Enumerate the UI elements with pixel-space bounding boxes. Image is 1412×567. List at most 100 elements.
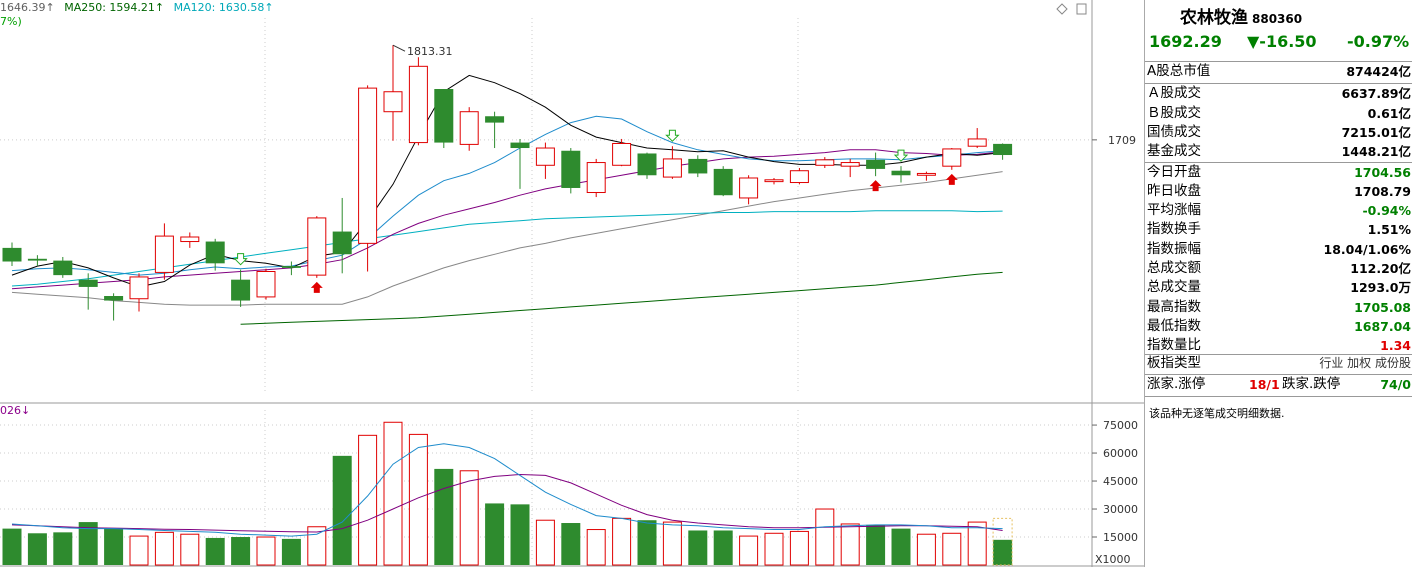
candle-body <box>53 260 73 276</box>
candle-body <box>383 91 403 113</box>
stat-value: 1.51% <box>1367 222 1411 238</box>
stat-row: 昨日收盘 1708.79 <box>1145 182 1412 201</box>
stat-value: 1293.0万 <box>1350 280 1411 296</box>
up-arrow-icon <box>945 173 958 185</box>
price-tick-label: 1709 <box>1108 134 1136 147</box>
sub-indicator-label: 7%) <box>0 15 22 28</box>
candle-body <box>662 158 682 178</box>
board-type-row: 板指类型 行业 加权 成份股 <box>1145 354 1412 373</box>
stat-row: 平均涨幅 -0.94% <box>1145 201 1412 220</box>
stat-value: 1.34 <box>1380 338 1411 354</box>
kline-svg[interactable]: 1709 75000 60000 45000 30000 15000 X1000 1813.3… <box>0 0 1144 567</box>
down-arrow-icon <box>665 129 680 142</box>
volume-bar <box>815 508 835 566</box>
stat-value: 0.61亿 <box>1367 105 1411 121</box>
volume-bar <box>53 532 73 565</box>
up-label: 涨家.涨停 <box>1147 376 1206 392</box>
stat-value: 1705.08 <box>1354 299 1411 315</box>
stat-value: 7215.01亿 <box>1341 124 1411 140</box>
volume-tick-label: 45000 <box>1103 475 1138 488</box>
quote-panel: 农林牧渔 880360 1692.29 ▼-16.50 -0.97% A股总市值 8… <box>1144 0 1412 567</box>
volume-bar <box>739 535 759 566</box>
divider <box>1145 83 1412 84</box>
candle-body <box>891 170 911 176</box>
candle-body <box>459 111 479 145</box>
stat-row: 今日开盘 1704.56 <box>1145 163 1412 182</box>
volume-bar <box>866 524 886 565</box>
stat-row: 最低指数 1687.04 <box>1145 317 1412 336</box>
stat-row: 基金成交 1448.21亿 <box>1145 142 1412 161</box>
volume-projection <box>992 517 1013 566</box>
stat-label: Ａ股成交 <box>1147 85 1201 102</box>
board-type-value[interactable]: 行业 加权 成份股 <box>1319 356 1411 370</box>
ma250-line <box>240 271 1003 325</box>
candle-body <box>408 65 428 144</box>
divider <box>1145 162 1412 163</box>
volume-bar <box>434 468 454 565</box>
divider <box>1145 396 1412 397</box>
candle-body <box>358 87 378 244</box>
stat-row: 指数振幅 18.04/1.06% <box>1145 240 1412 259</box>
stat-value: 6637.89亿 <box>1341 86 1411 102</box>
volume-bar <box>408 433 428 566</box>
volume-bar <box>27 533 47 565</box>
candle-body <box>586 162 606 194</box>
volume-bar <box>231 537 251 565</box>
candle-body <box>612 142 632 166</box>
candle-body <box>993 143 1013 156</box>
volume-bar <box>78 522 98 565</box>
ma-short-line <box>11 74 1003 288</box>
candle-body <box>485 116 505 123</box>
stat-label: 总成交量 <box>1147 279 1201 296</box>
stat-value: 874424亿 <box>1346 64 1411 79</box>
candle-body <box>815 159 835 166</box>
kline-chart[interactable]: 1709 75000 60000 45000 30000 15000 X1000 1813.3… <box>0 0 1144 567</box>
volume-indicator-label: 026↓ <box>0 404 31 417</box>
stat-value: 1704.56 <box>1354 164 1411 180</box>
down-arrow-icon <box>233 253 248 266</box>
volume-bar <box>612 517 632 566</box>
down-arrow-icon <box>893 149 909 162</box>
stat-label: 最低指数 <box>1147 317 1201 334</box>
volume-bar <box>510 504 530 565</box>
volume-bar <box>637 520 657 565</box>
candle-body <box>332 231 352 255</box>
volume-bar <box>205 537 225 565</box>
up-arrow-icon <box>310 281 323 293</box>
price-change: ▼-16.50 <box>1247 32 1317 51</box>
candle-body <box>688 158 708 174</box>
stat-label: 平均涨幅 <box>1147 202 1201 219</box>
candle-body <box>434 89 454 143</box>
stat-label: 国债成交 <box>1147 123 1201 140</box>
candle-body <box>281 266 301 268</box>
volume-bar <box>2 528 22 565</box>
volume-bar <box>332 455 352 565</box>
divider <box>1145 354 1412 355</box>
candle-body <box>2 247 22 262</box>
down-label: 跌家.跌停 <box>1282 376 1341 392</box>
stat-row: 总成交量 1293.0万 <box>1145 278 1412 297</box>
max-price-label: 1813.31 <box>407 45 453 58</box>
index-code: 880360 <box>1252 12 1303 26</box>
volume-bar <box>180 533 200 566</box>
index-name: 农林牧渔 <box>1180 8 1248 28</box>
stat-value: 18.04/1.06% <box>1323 241 1411 257</box>
stat-row: 最高指数 1705.08 <box>1145 298 1412 317</box>
up-arrow-icon <box>869 180 882 192</box>
volume-unit-label: X1000 <box>1095 553 1131 566</box>
stat-label: 总成交额 <box>1147 260 1201 276</box>
stat-label: 今日开盘 <box>1147 163 1201 180</box>
divider <box>1145 374 1412 375</box>
volume-bar <box>688 530 708 565</box>
volume-bar <box>485 503 505 565</box>
candle-body <box>967 138 987 147</box>
stat-row: 指数换手 1.51% <box>1145 220 1412 239</box>
volume-bar <box>256 536 276 566</box>
stat-row: Ｂ股成交 0.61亿 <box>1145 104 1412 123</box>
ma120-line <box>11 210 1003 287</box>
stat-label: 指数振幅 <box>1147 240 1201 257</box>
price-change-pct: -0.97% <box>1347 32 1410 51</box>
candle-body <box>231 279 251 301</box>
candle-body <box>256 271 276 298</box>
candle-body <box>840 162 860 167</box>
